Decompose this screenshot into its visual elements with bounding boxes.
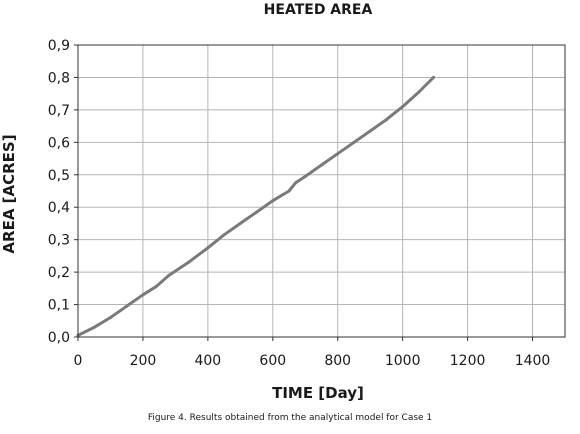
data-point [432,75,436,79]
x-axis-label: TIME [Day] [272,384,364,402]
data-point [417,90,421,94]
data-point [271,199,275,203]
tick-labels: 0 200 400 600 800 1000 1200 1400 0,0 0,1 0,2 0,3 0,4… [48,38,551,369]
data-point [368,129,372,133]
x-tick-label: 0 [74,353,83,369]
data-point [401,105,405,109]
data-point [108,316,112,320]
data-point [222,233,226,237]
x-tick-label: 400 [194,353,221,369]
data-point [384,118,388,122]
figure-caption: Figure 4. Results obtained from the anal… [148,413,432,423]
x-tick-label: 800 [324,353,351,369]
y-tick-label: 0,5 [48,168,70,184]
data-point [125,304,129,308]
data-point [238,221,242,225]
series-line [76,75,435,337]
x-tick-label: 1200 [450,353,486,369]
y-tick-label: 0,3 [48,233,70,249]
data-point [294,181,298,185]
x-tick-label: 1400 [515,353,551,369]
data-point [92,325,96,329]
y-tick-label: 0,4 [48,200,70,216]
y-axis-label: AREA [ACRES] [0,134,18,253]
data-point [320,163,323,167]
y-tick-label: 0,6 [48,135,70,151]
y-tick-label: 0,8 [48,70,70,86]
x-tick-label: 1000 [385,353,421,369]
y-tick-label: 0,1 [48,298,70,314]
data-series [76,75,436,337]
y-tick-label: 0,2 [48,265,70,281]
data-point [352,140,356,144]
chart-title: HEATED AREA [264,2,373,18]
y-tick-label: 0,9 [48,38,70,54]
x-tick-label: 600 [259,353,286,369]
data-point [154,285,158,289]
grid-lines [74,44,565,341]
data-point [141,293,145,297]
data-point [167,273,171,277]
data-point [255,210,259,214]
plot-frame [77,44,566,338]
x-tick-label: 200 [130,353,157,369]
data-point [303,174,307,178]
data-point [287,189,291,193]
y-tick-label: 0,0 [48,330,70,346]
data-point [186,260,190,264]
data-point [336,152,340,156]
y-tick-label: 0,7 [48,103,70,119]
data-point [206,246,210,250]
